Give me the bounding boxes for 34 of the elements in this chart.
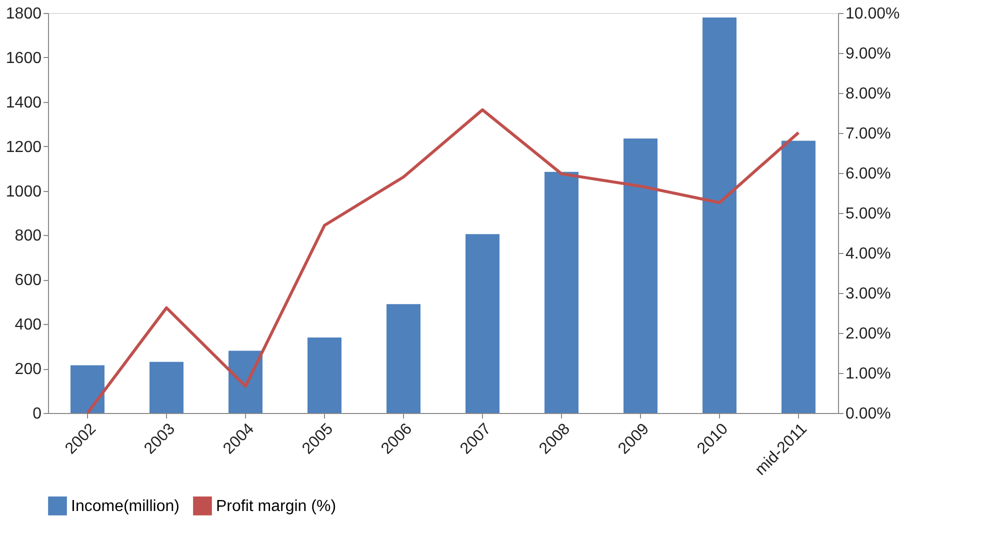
bar: [228, 350, 262, 413]
y-tick-label: 800: [14, 228, 42, 245]
bar: [782, 140, 816, 413]
bar: [702, 17, 736, 413]
legend-label: Income(million): [71, 498, 180, 515]
bar: [544, 172, 578, 413]
y2-tick-label: 4.00%: [846, 246, 891, 262]
bar: [466, 234, 500, 413]
y-tick-label: 1000: [6, 183, 42, 200]
y-tick-label: 1600: [6, 50, 42, 67]
y-tick-label: 0: [32, 406, 42, 422]
y2-tick-label: 8.00%: [846, 86, 891, 102]
y2-tick-label: 1.00%: [846, 366, 891, 382]
y2-tick-label: 9.00%: [846, 46, 891, 62]
y-tick-label: 400: [14, 316, 42, 334]
y2-tick-label: 3.00%: [846, 286, 891, 302]
y-tick-label: 600: [14, 272, 42, 290]
y-tick-label: 1200: [6, 138, 42, 156]
y-tick-label: 1800: [6, 6, 42, 22]
y2-tick-label: 10.00%: [846, 6, 900, 22]
y-tick-label: 1400: [6, 94, 42, 112]
bar: [70, 365, 104, 413]
line-series: [86, 108, 800, 414]
bar: [386, 304, 420, 413]
y-tick-label: 200: [14, 361, 42, 378]
bar: [308, 337, 342, 413]
y2-tick-label: 5.00%: [846, 206, 891, 222]
bar: [624, 138, 658, 413]
y2-tick-label: 2.00%: [846, 326, 891, 342]
y2-tick-label: 0.00%: [846, 406, 891, 422]
bar: [150, 362, 184, 413]
legend-label: Profit margin (%): [216, 498, 336, 515]
y2-tick-label: 7.00%: [846, 126, 891, 142]
y2-tick-label: 6.00%: [846, 166, 891, 182]
